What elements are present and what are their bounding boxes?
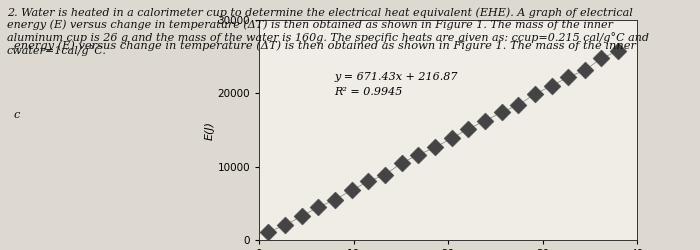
Point (612, 49, 624, 53)
Point (512, 103, 524, 107)
Point (596, 56, 607, 60)
Point (263, 230, 274, 234)
Point (563, 75, 574, 79)
Point (446, 136, 457, 140)
Point (480, 119, 491, 123)
Point (496, 110, 507, 114)
Point (546, 84, 557, 88)
Text: y = 671.43x + 216.87: y = 671.43x + 216.87 (335, 72, 458, 82)
Point (396, 161, 407, 165)
Point (330, 198, 341, 202)
Point (413, 153, 424, 157)
Text: c: c (14, 110, 20, 120)
Point (346, 188, 357, 192)
Point (529, 92, 540, 96)
Text: R² = 0.9945: R² = 0.9945 (335, 87, 403, 97)
Point (313, 205, 324, 209)
Point (296, 214, 307, 218)
Y-axis label: E(J): E(J) (204, 120, 215, 140)
Point (429, 146, 440, 150)
Text: energy (E) versus change in temperature (ΔT) is then obtained as shown in Figure: energy (E) versus change in temperature … (14, 40, 636, 50)
Point (579, 68, 590, 72)
Point (363, 180, 374, 184)
Point (379, 173, 391, 177)
Point (279, 223, 290, 227)
Text: 2. Water is heated in a calorimeter cup to determine the electrical heat equival: 2. Water is heated in a calorimeter cup … (7, 8, 649, 56)
Point (463, 127, 474, 131)
